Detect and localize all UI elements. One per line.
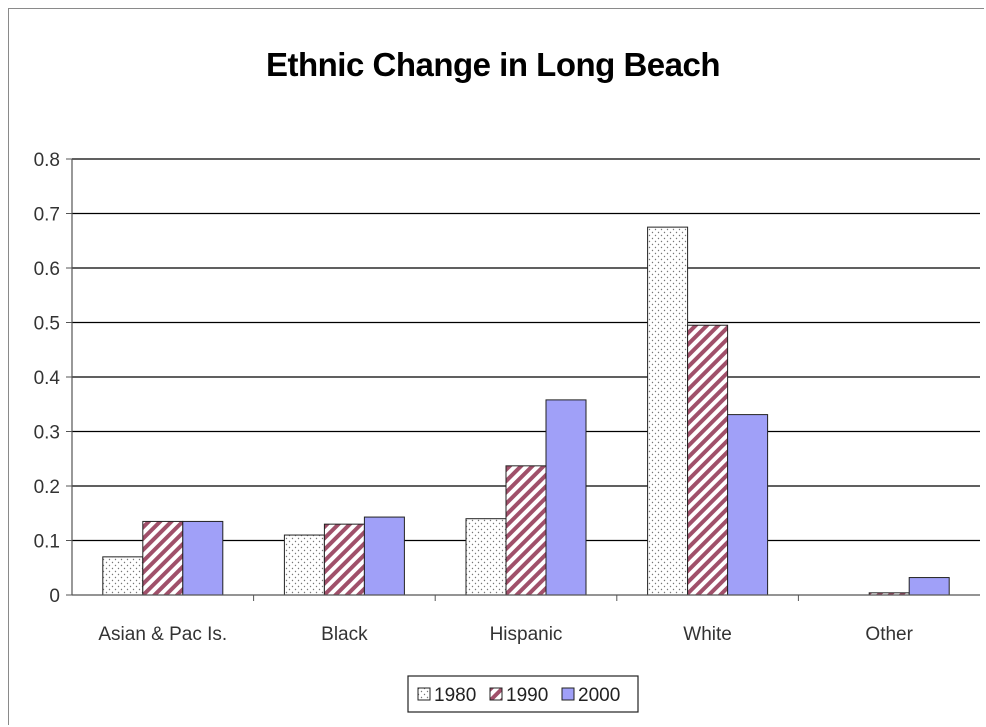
legend-box xyxy=(407,675,639,713)
bar-1990 xyxy=(323,523,365,596)
y-tick-label: 0.7 xyxy=(34,205,60,226)
x-category-label: White xyxy=(683,624,732,645)
bar-1980 xyxy=(647,226,689,596)
x-category-label: Black xyxy=(321,624,368,645)
y-tick-label: 0.4 xyxy=(34,368,61,389)
legend-swatch-2000 xyxy=(561,687,575,701)
y-tick-label: 0.6 xyxy=(34,259,60,280)
y-tick-label: 0 xyxy=(49,586,60,607)
bar-1980 xyxy=(283,534,325,596)
bar-2000 xyxy=(182,520,224,596)
bar-2000 xyxy=(727,414,769,596)
x-axis-categories: Asian & Pac Is. Black Hispanic White Other xyxy=(98,595,914,645)
y-tick-label: 0.2 xyxy=(34,477,60,498)
bar-1990 xyxy=(505,465,547,596)
x-category-label: Asian & Pac Is. xyxy=(98,624,227,645)
bar-1980 xyxy=(465,518,507,596)
legend-label-1990: 1990 xyxy=(506,685,548,706)
legend: 1980 1990 2000 xyxy=(407,675,639,713)
x-category-label: Hispanic xyxy=(490,624,563,645)
legend-label-2000: 2000 xyxy=(578,685,620,706)
bar-2000 xyxy=(363,516,405,596)
bar-1990 xyxy=(142,520,184,596)
bars xyxy=(102,226,950,596)
chart-title: Ethnic Change in Long Beach xyxy=(265,46,721,83)
y-tick-label: 0.5 xyxy=(34,314,60,335)
y-axis-ticks: 0 0.1 0.2 0.3 0.4 0.5 0.6 0.7 0.8 xyxy=(34,150,72,607)
y-tick-label: 0.1 xyxy=(34,532,60,553)
chart-frame xyxy=(8,8,984,725)
bar-2000 xyxy=(908,577,950,596)
bar-1980 xyxy=(102,556,144,596)
legend-swatch-1990 xyxy=(489,687,503,701)
legend-swatch-1980 xyxy=(417,687,431,701)
axes xyxy=(71,159,980,596)
legend-label-1980: 1980 xyxy=(434,685,476,706)
y-tick-label: 0.3 xyxy=(34,423,60,444)
bar-1990 xyxy=(687,324,729,596)
y-tick-label: 0.8 xyxy=(34,150,60,171)
bar-2000 xyxy=(545,399,587,596)
x-category-label: Other xyxy=(865,624,913,645)
